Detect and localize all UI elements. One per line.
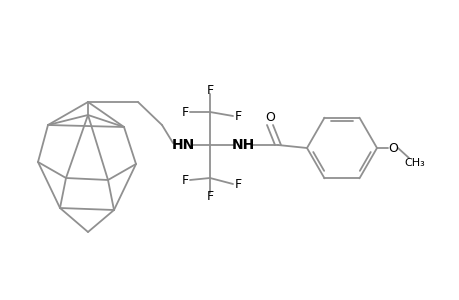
Text: HN: HN	[171, 138, 194, 152]
Text: F: F	[206, 83, 213, 97]
Text: CH₃: CH₃	[404, 158, 425, 168]
Text: O: O	[387, 142, 397, 154]
Text: F: F	[234, 110, 241, 122]
Text: F: F	[181, 173, 188, 187]
Text: O: O	[264, 110, 274, 124]
Text: F: F	[206, 190, 213, 203]
Text: F: F	[234, 178, 241, 190]
Text: F: F	[181, 106, 188, 118]
Text: NH: NH	[231, 138, 254, 152]
